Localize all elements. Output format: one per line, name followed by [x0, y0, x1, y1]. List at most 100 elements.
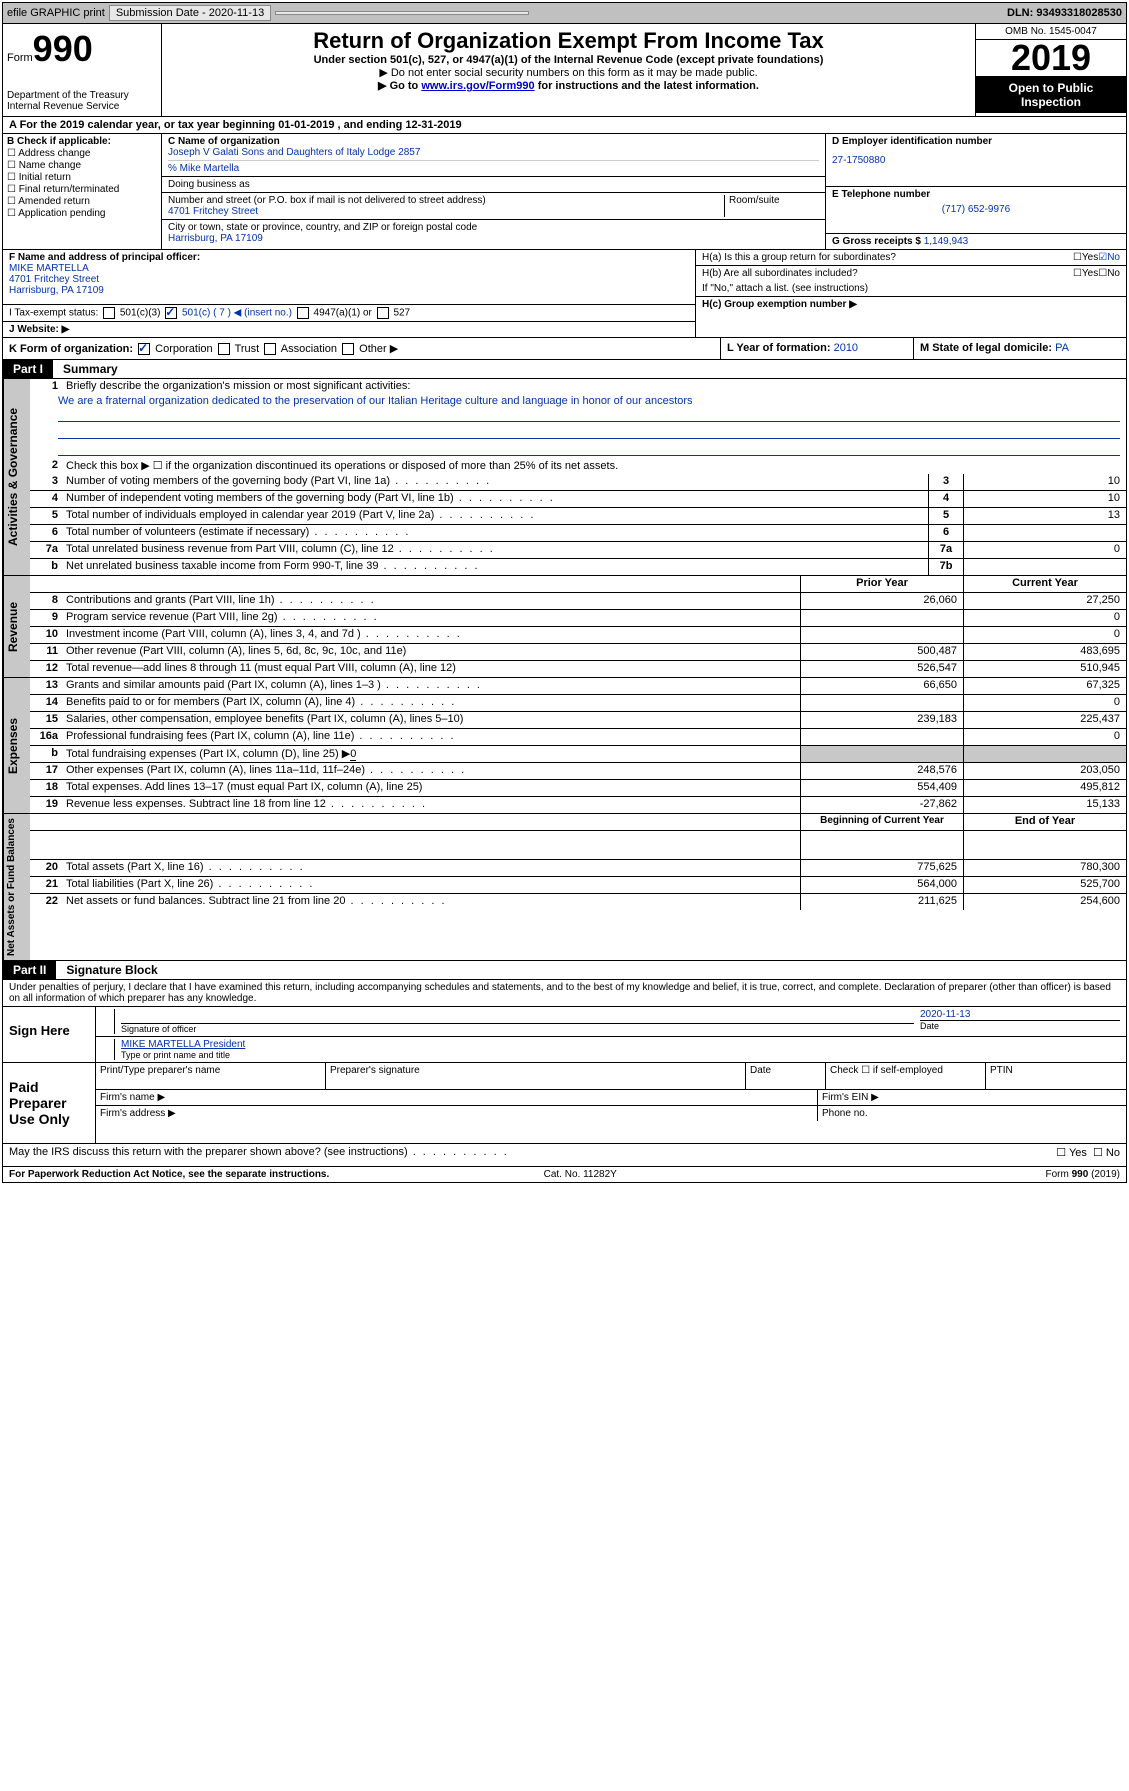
- chk-501c[interactable]: [165, 307, 177, 319]
- hb-label: H(b) Are all subordinates included?: [702, 268, 1073, 279]
- line22: Net assets or fund balances. Subtract li…: [62, 894, 800, 910]
- ha-no[interactable]: ☑No: [1098, 252, 1120, 263]
- chk-final-return[interactable]: ☐ Final return/terminated: [7, 184, 157, 195]
- chk-initial-return[interactable]: ☐ Initial return: [7, 172, 157, 183]
- perjury-statement: Under penalties of perjury, I declare th…: [3, 980, 1126, 1007]
- chk-trust[interactable]: [218, 343, 230, 355]
- firm-phone-label: Phone no.: [817, 1106, 1126, 1121]
- val18c: 495,812: [963, 780, 1126, 796]
- irs-label: Internal Revenue Service: [7, 101, 157, 112]
- line12: Total revenue—add lines 8 through 11 (mu…: [62, 661, 800, 677]
- form-subtitle: Under section 501(c), 527, or 4947(a)(1)…: [166, 54, 971, 66]
- val16bp-grey: [800, 746, 963, 762]
- ein-val: 27-1750880: [832, 155, 1120, 166]
- line14: Benefits paid to or for members (Part IX…: [62, 695, 800, 711]
- val11c: 483,695: [963, 644, 1126, 660]
- line9: Program service revenue (Part VIII, line…: [62, 610, 800, 626]
- line5: Total number of individuals employed in …: [62, 508, 928, 524]
- efile-label: efile GRAPHIC print: [7, 7, 105, 19]
- firm-name-label: Firm's name ▶: [96, 1090, 817, 1105]
- form-title: Return of Organization Exempt From Incom…: [166, 28, 971, 54]
- blank-button[interactable]: [275, 11, 529, 15]
- val13p: 66,650: [800, 678, 963, 694]
- chk-501c3[interactable]: [103, 307, 115, 319]
- ha-label: H(a) Is this a group return for subordin…: [702, 252, 1073, 263]
- val22p: 211,625: [800, 894, 963, 910]
- street-addr: 4701 Fritchey Street: [168, 206, 724, 217]
- line13: Grants and similar amounts paid (Part IX…: [62, 678, 800, 694]
- year-formation: 2010: [834, 342, 858, 354]
- firm-ein-label: Firm's EIN ▶: [817, 1090, 1126, 1105]
- sign-here-section: Sign Here Signature of officer 2020-11-1…: [3, 1007, 1126, 1063]
- room-label: Room/suite: [724, 195, 819, 217]
- val22c: 254,600: [963, 894, 1126, 910]
- val5: 13: [963, 508, 1126, 524]
- care-of: % Mike Martella: [168, 160, 819, 174]
- section-f-through-j: F Name and address of principal officer:…: [3, 250, 1126, 338]
- line1-label: Briefly describe the organization's miss…: [62, 379, 1126, 395]
- submission-date-button[interactable]: Submission Date - 2020-11-13: [109, 5, 271, 21]
- phone-val: (717) 652-9976: [832, 204, 1120, 215]
- prep-sig-head: Preparer's signature: [326, 1063, 746, 1090]
- line-j: J Website: ▶: [3, 322, 695, 337]
- chk-corp[interactable]: [138, 343, 150, 355]
- sign-here-label: Sign Here: [3, 1007, 96, 1062]
- paid-preparer-section: Paid Preparer Use Only Print/Type prepar…: [3, 1063, 1126, 1144]
- chk-amended[interactable]: ☐ Amended return: [7, 196, 157, 207]
- officer-addr1: 4701 Fritchey Street: [9, 274, 689, 285]
- section-d-e-g: D Employer identification number 27-1750…: [825, 134, 1126, 249]
- revenue-section: Revenue Prior YearCurrent Year 8Contribu…: [3, 576, 1126, 678]
- line16a: Professional fundraising fees (Part IX, …: [62, 729, 800, 745]
- form-number: Form990: [7, 28, 157, 70]
- chk-app-pending[interactable]: ☐ Application pending: [7, 208, 157, 219]
- l-label: L Year of formation:: [727, 342, 831, 354]
- val16ap: [800, 729, 963, 745]
- line18: Total expenses. Add lines 13–17 (must eq…: [62, 780, 800, 796]
- ha-yes[interactable]: ☐Yes: [1073, 252, 1098, 263]
- chk-name-change[interactable]: ☐ Name change: [7, 160, 157, 171]
- gross-label: G Gross receipts $: [832, 236, 921, 247]
- prior-year-head: Prior Year: [800, 576, 963, 592]
- line-a-tax-year: A For the 2019 calendar year, or tax yea…: [3, 117, 1126, 134]
- chk-527[interactable]: [377, 307, 389, 319]
- note-goto: ▶ Go to www.irs.gov/Form990 for instruct…: [166, 79, 971, 92]
- chk-4947[interactable]: [297, 307, 309, 319]
- chk-address-change[interactable]: ☐ Address change: [7, 148, 157, 159]
- hb-no[interactable]: ☐No: [1098, 268, 1120, 279]
- val16ac: 0: [963, 729, 1126, 745]
- val15c: 225,437: [963, 712, 1126, 728]
- open-public-badge: Open to Public Inspection: [976, 77, 1126, 113]
- line16b: Total fundraising expenses (Part IX, col…: [62, 746, 800, 762]
- line-k-l-m: K Form of organization: Corporation Trus…: [3, 338, 1126, 360]
- discuss-no[interactable]: ☐ No: [1093, 1146, 1120, 1164]
- discuss-yes[interactable]: ☐ Yes: [1056, 1146, 1087, 1164]
- val7b: [963, 559, 1126, 575]
- part-i-header: Part I Summary: [3, 360, 1126, 379]
- val8c: 27,250: [963, 593, 1126, 609]
- top-toolbar: efile GRAPHIC print Submission Date - 20…: [3, 3, 1126, 24]
- val10c: 0: [963, 627, 1126, 643]
- val13c: 67,325: [963, 678, 1126, 694]
- sig-name-label: Type or print name and title: [121, 1050, 1120, 1060]
- chk-assoc[interactable]: [264, 343, 276, 355]
- line2: Check this box ▶ ☐ if the organization d…: [62, 458, 1126, 474]
- part-ii-header: Part II Signature Block: [3, 961, 1126, 980]
- prep-ptin-head: PTIN: [986, 1063, 1126, 1090]
- chk-other[interactable]: [342, 343, 354, 355]
- b-label: B Check if applicable:: [7, 136, 157, 147]
- f-label: F Name and address of principal officer:: [9, 252, 689, 263]
- hb-yes[interactable]: ☐Yes: [1073, 268, 1098, 279]
- hb-note: If "No," attach a list. (see instruction…: [696, 281, 1126, 297]
- phone-label: E Telephone number: [832, 189, 1120, 200]
- addr-label: Number and street (or P.O. box if mail i…: [168, 195, 724, 206]
- dept-treasury: Department of the Treasury: [7, 90, 157, 101]
- val12c: 510,945: [963, 661, 1126, 677]
- irs-link[interactable]: www.irs.gov/Form990: [421, 80, 534, 92]
- firm-addr-label: Firm's address ▶: [96, 1106, 817, 1121]
- val14p: [800, 695, 963, 711]
- paid-preparer-label: Paid Preparer Use Only: [3, 1063, 96, 1143]
- activities-governance: Activities & Governance 1Briefly describ…: [3, 379, 1126, 576]
- form-ref: Form 990 (2019): [1046, 1169, 1120, 1180]
- val14c: 0: [963, 695, 1126, 711]
- vtab-expenses: Expenses: [3, 678, 30, 813]
